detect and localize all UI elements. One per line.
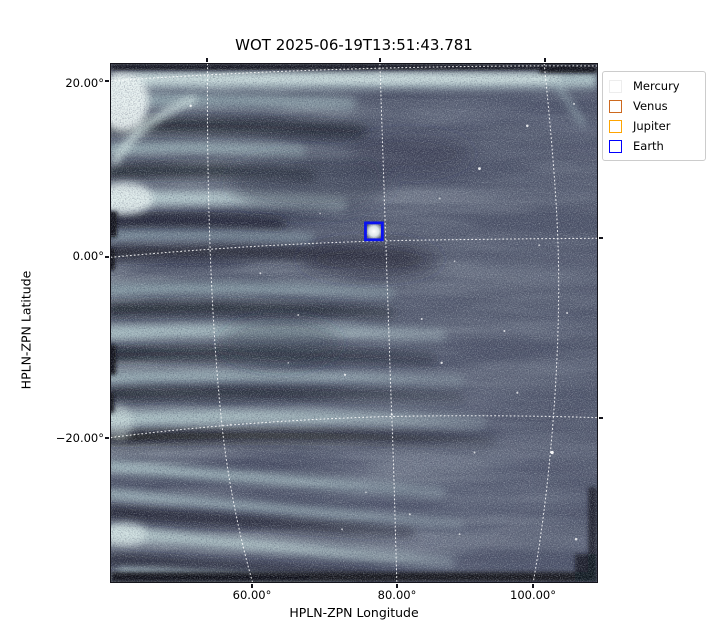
legend-label-venus: Venus — [633, 99, 668, 113]
plot-title: WOT 2025-06-19T13:51:43.781 — [235, 36, 473, 54]
coordinate-grid — [111, 64, 597, 582]
legend-label-earth: Earth — [633, 139, 664, 153]
legend-label-jupiter: Jupiter — [633, 119, 671, 133]
venus-marker-icon — [609, 99, 622, 113]
y-tick-0 — [105, 256, 109, 258]
y-tick-label-0: 0.00° — [72, 249, 104, 263]
right-tick-0 — [599, 237, 603, 239]
jupiter-marker-icon — [609, 119, 622, 133]
mercury-marker-icon — [609, 79, 622, 93]
top-tick-60 — [206, 58, 208, 62]
right-tick-minus20 — [599, 417, 603, 419]
legend-item-jupiter: Jupiter — [609, 116, 699, 136]
x-tick-label-80: 80.00° — [377, 588, 417, 602]
legend-item-earth: Earth — [609, 136, 699, 156]
gridline-lat-20 — [111, 65, 597, 82]
sky-image-plot — [110, 63, 598, 583]
gridline-lon-100 — [532, 64, 560, 582]
x-tick-60 — [251, 584, 253, 588]
gridline-lon-80 — [379, 64, 398, 582]
y-tick-label-minus20: −20.00° — [55, 431, 104, 445]
legend-item-mercury: Mercury — [609, 76, 699, 96]
y-tick-label-20: 20.00° — [65, 76, 104, 90]
earth-marker-icon — [609, 139, 622, 153]
x-tick-label-100: 100.00° — [510, 588, 556, 602]
legend-item-venus: Venus — [609, 96, 699, 116]
legend-label-mercury: Mercury — [633, 79, 680, 93]
y-tick-minus20 — [105, 437, 109, 439]
top-tick-100 — [544, 58, 546, 62]
x-axis-label: HPLN-ZPN Longitude — [289, 605, 419, 620]
earth-marker — [364, 221, 384, 242]
sky-image — [111, 64, 597, 582]
y-tick-20 — [105, 80, 109, 82]
top-tick-80 — [379, 58, 381, 62]
y-axis-label: HPLN-ZPN Latitude — [18, 270, 34, 390]
stars — [189, 102, 578, 541]
gridline-lat-minus20 — [111, 415, 597, 439]
x-tick-80 — [396, 584, 398, 588]
x-tick-100 — [532, 584, 534, 588]
x-tick-label-60: 60.00° — [232, 588, 272, 602]
legend: Mercury Venus Jupiter Earth — [602, 71, 706, 161]
